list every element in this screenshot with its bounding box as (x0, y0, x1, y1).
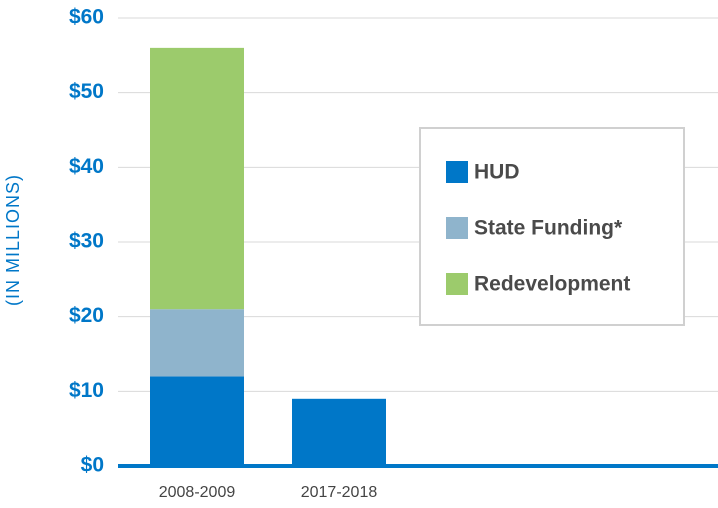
legend-swatch (446, 217, 468, 239)
legend-label: Redevelopment (474, 273, 630, 296)
y-tick-label: $40 (69, 155, 104, 178)
bar-segment (150, 309, 244, 377)
bar-segment (150, 376, 244, 466)
y-tick-label: $60 (69, 6, 104, 29)
y-tick-label: $10 (69, 379, 104, 402)
x-tick-label: 2008-2009 (159, 484, 236, 501)
bar-segment (150, 47, 244, 310)
legend-swatch (446, 161, 468, 183)
legend-swatch (446, 273, 468, 295)
y-tick-label: $0 (81, 454, 104, 477)
legend-label: HUD (474, 161, 520, 184)
y-tick-label: $20 (69, 304, 104, 327)
legend-label: State Funding* (474, 217, 623, 240)
y-axis-label: (IN MILLIONS) (3, 174, 23, 306)
y-tick-label: $50 (69, 80, 104, 103)
bar-segment (292, 398, 386, 466)
x-tick-label: 2017-2018 (301, 484, 378, 501)
y-tick-label: $30 (69, 230, 104, 253)
